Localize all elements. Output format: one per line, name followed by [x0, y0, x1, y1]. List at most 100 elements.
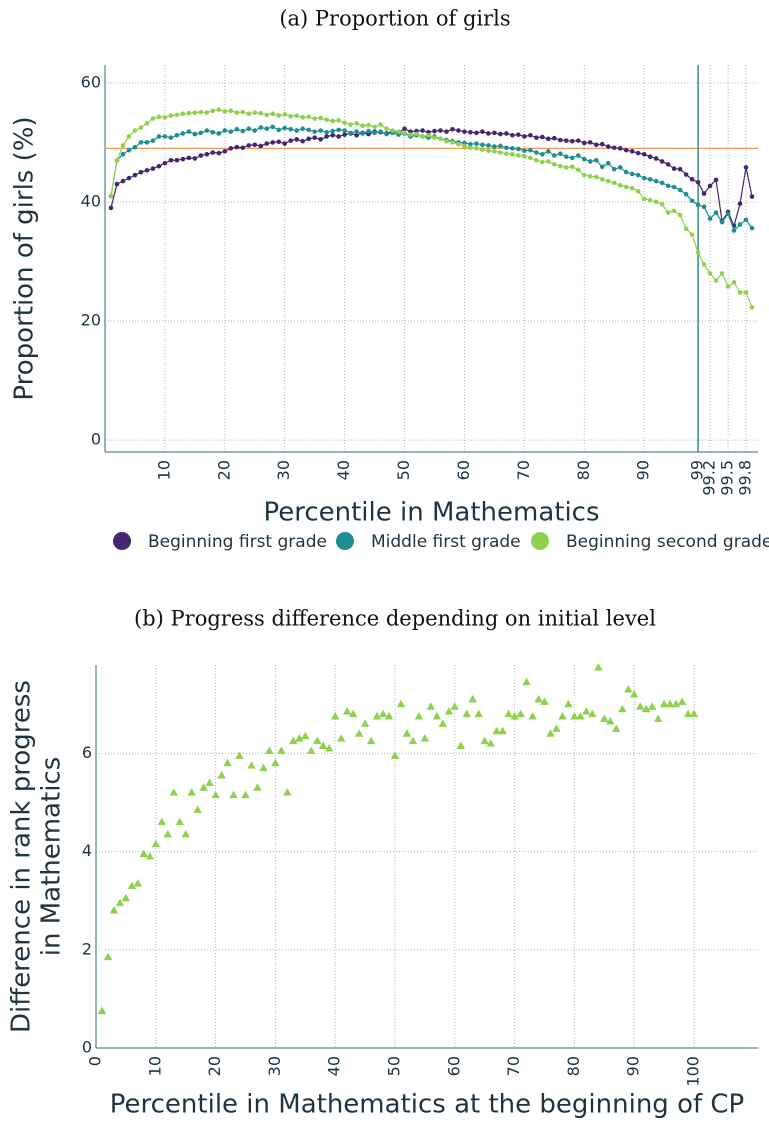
data-point — [318, 128, 323, 133]
data-point — [725, 211, 731, 217]
data-point — [707, 183, 713, 189]
data-point — [522, 677, 531, 686]
x-tick-label: 30 — [274, 460, 293, 480]
data-point — [492, 130, 497, 136]
data-point — [695, 202, 701, 208]
data-point — [378, 129, 383, 134]
y-axis-label: in Mathematics — [37, 757, 67, 957]
data-point — [300, 126, 305, 132]
data-point — [671, 699, 681, 708]
data-point — [665, 210, 671, 215]
data-point — [683, 172, 689, 177]
data-point — [659, 202, 665, 207]
data-point — [701, 204, 707, 210]
data-point — [162, 115, 168, 120]
legend-label: Middle first grade — [371, 532, 521, 552]
data-point — [150, 138, 156, 143]
data-point — [121, 893, 131, 902]
data-point — [611, 166, 617, 172]
data-point — [546, 149, 551, 154]
data-point — [180, 111, 186, 117]
data-point — [689, 709, 699, 718]
data-point — [372, 124, 377, 130]
data-point — [581, 172, 587, 178]
data-point — [438, 719, 448, 727]
data-point — [234, 144, 240, 150]
data-point — [522, 148, 527, 154]
data-point — [138, 125, 144, 130]
data-point — [156, 114, 162, 120]
data-point — [552, 153, 557, 158]
data-point — [731, 280, 737, 285]
series-line — [110, 128, 753, 228]
data-point — [211, 790, 220, 799]
data-point — [671, 166, 677, 171]
data-point — [175, 817, 184, 826]
data-point — [342, 132, 347, 137]
data-point — [294, 113, 300, 118]
data-point — [528, 155, 533, 161]
data-point — [480, 147, 485, 152]
data-point — [677, 166, 683, 172]
data-point — [558, 712, 567, 720]
data-point — [192, 110, 198, 115]
data-point — [683, 709, 693, 718]
y-axis-label: Difference in rank progress — [7, 680, 37, 1033]
x-tick-label: 70 — [514, 460, 533, 480]
data-point — [438, 128, 443, 133]
y-tick-label: 6 — [82, 743, 92, 762]
data-point — [192, 156, 198, 161]
data-point — [528, 712, 537, 720]
data-point — [294, 137, 300, 142]
data-point — [486, 143, 491, 148]
data-point — [300, 115, 305, 120]
data-point — [252, 128, 258, 133]
data-point — [563, 154, 569, 159]
data-point — [162, 134, 168, 139]
data-point — [474, 130, 479, 136]
data-point — [174, 157, 180, 163]
data-point — [558, 163, 563, 169]
data-point — [199, 783, 208, 791]
data-point — [563, 138, 569, 143]
data-point — [259, 763, 268, 772]
data-point — [534, 135, 539, 140]
data-point — [534, 694, 543, 703]
x-tick-label: 100 — [684, 1056, 703, 1087]
y-tick-label: 20 — [81, 311, 101, 330]
data-point — [677, 187, 683, 193]
data-point — [611, 180, 617, 186]
data-point — [737, 201, 743, 207]
data-point — [228, 108, 234, 114]
data-point — [516, 153, 521, 158]
data-point — [576, 712, 585, 720]
data-point — [492, 144, 497, 149]
data-point — [719, 219, 725, 225]
data-point — [594, 662, 603, 671]
data-point — [677, 212, 683, 218]
data-point — [629, 149, 635, 154]
data-point — [737, 222, 743, 227]
data-point — [240, 128, 246, 134]
data-point — [641, 152, 647, 157]
data-point — [588, 709, 597, 718]
data-point — [492, 726, 501, 735]
data-point — [132, 144, 138, 150]
data-point — [450, 702, 460, 710]
data-point — [707, 216, 713, 221]
data-point — [444, 129, 449, 134]
data-point — [593, 174, 599, 180]
data-point — [563, 165, 569, 170]
data-point — [348, 122, 353, 127]
data-point — [270, 124, 276, 130]
data-point — [749, 225, 755, 231]
data-point — [114, 181, 120, 187]
data-point — [114, 157, 120, 163]
data-point — [605, 144, 611, 149]
data-point — [522, 153, 527, 159]
data-point — [336, 734, 346, 742]
data-point — [169, 788, 178, 796]
data-point — [174, 132, 180, 138]
x-axis-label: Percentile in Mathematics at the beginni… — [110, 1090, 744, 1120]
